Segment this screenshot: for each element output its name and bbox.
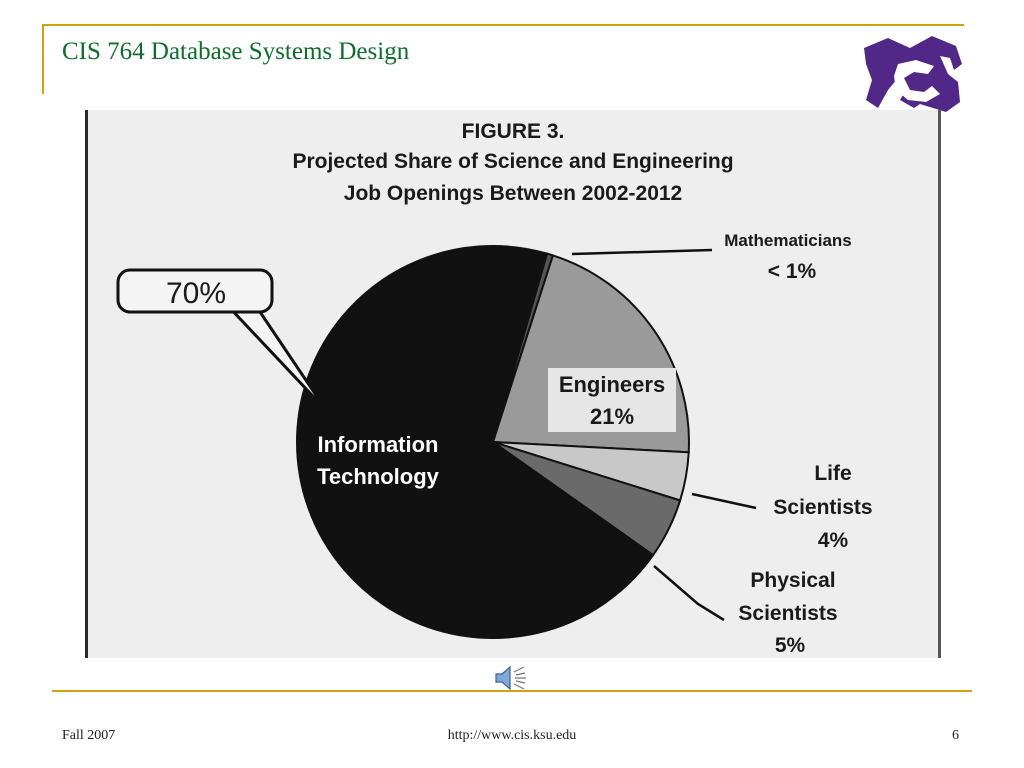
slice-information-technology <box>296 245 655 640</box>
callout-value: 70% <box>166 277 226 310</box>
slide-title: CIS 764 Database Systems Design <box>62 38 410 65</box>
slice-label-physical-line-1: Physical <box>750 569 835 592</box>
slice-label-life-line-1: Life <box>814 462 851 485</box>
footer-url: http://www.cis.ksu.edu <box>447 728 577 743</box>
bottom-rule <box>52 690 972 692</box>
wildcat-logo-icon <box>864 36 962 112</box>
left-rule <box>42 24 44 94</box>
slice-label-it-line-2: Technology <box>317 464 440 489</box>
pie-chart: FIGURE 3. Projected Share of Science and… <box>116 120 873 657</box>
leader-physical-scientists <box>653 565 725 622</box>
chart-title-line-3: Job Openings Between 2002-2012 <box>344 182 682 205</box>
slice-label-engineers-line-1: Engineers <box>559 372 665 397</box>
chart-title-line-2: Projected Share of Science and Engineeri… <box>292 150 733 173</box>
callout-pointer <box>224 304 328 412</box>
slice-label-physical-line-2: Scientists <box>738 602 837 625</box>
slice-label-life-line-3: 4% <box>818 529 849 552</box>
slice-label-mathematicians-line-1: Mathematicians <box>724 231 852 250</box>
leader-life-scientists <box>691 492 757 510</box>
slice-label-mathematicians-line-2: < 1% <box>768 260 817 283</box>
page-number: 6 <box>952 728 959 743</box>
chart-title-line-1: FIGURE 3. <box>462 120 565 143</box>
callout-box <box>116 268 274 314</box>
slice-label-engineers-line-2: 21% <box>590 404 634 429</box>
leader-mathematicians <box>571 248 713 256</box>
figure-scan: FIGURE 3. Projected Share of Science and… <box>85 110 941 658</box>
slice-label-it-line-1: Information <box>318 432 439 457</box>
speaker-icon[interactable] <box>493 664 527 692</box>
top-rule <box>42 24 964 26</box>
slice-label-physical-line-3: 5% <box>775 634 806 657</box>
footer-date: Fall 2007 <box>62 728 116 743</box>
slice-label-life-line-2: Scientists <box>773 496 872 519</box>
engineers-label-box <box>548 368 676 432</box>
